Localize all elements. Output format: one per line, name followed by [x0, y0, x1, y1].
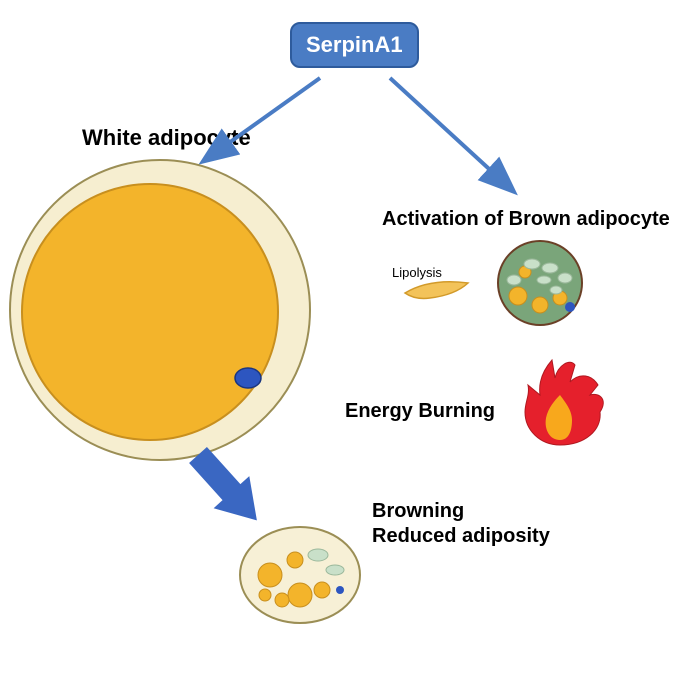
- browning-cell-body: [240, 527, 360, 623]
- fire-icon: [525, 360, 603, 445]
- brown-cell-nucleus: [565, 302, 575, 312]
- thick-arrow: [180, 439, 275, 537]
- diagram-svg: [0, 0, 700, 700]
- fire-inner: [546, 395, 572, 440]
- white-adipocyte-heading: White adipocyte: [82, 125, 251, 151]
- browning-heading-line2: Reduced adiposity: [372, 525, 550, 548]
- energy-burning-label: Energy Burning: [345, 400, 495, 423]
- brown-activation-heading: Activation of Brown adipocyte: [382, 208, 670, 231]
- triglycerides-label: Triglycerides: [88, 300, 211, 323]
- brown-cell-body: [498, 241, 582, 325]
- lipolysis-label: Lipolysis: [392, 265, 442, 280]
- browning-cell-nucleus: [336, 586, 344, 594]
- browning-heading-line1: Browning: [372, 500, 464, 523]
- arrow-right: [390, 78, 512, 190]
- lipolysis-shape: [405, 282, 468, 299]
- white-adipocyte-nucleus: [235, 368, 261, 388]
- serpin-box: SerpinA1: [290, 22, 419, 68]
